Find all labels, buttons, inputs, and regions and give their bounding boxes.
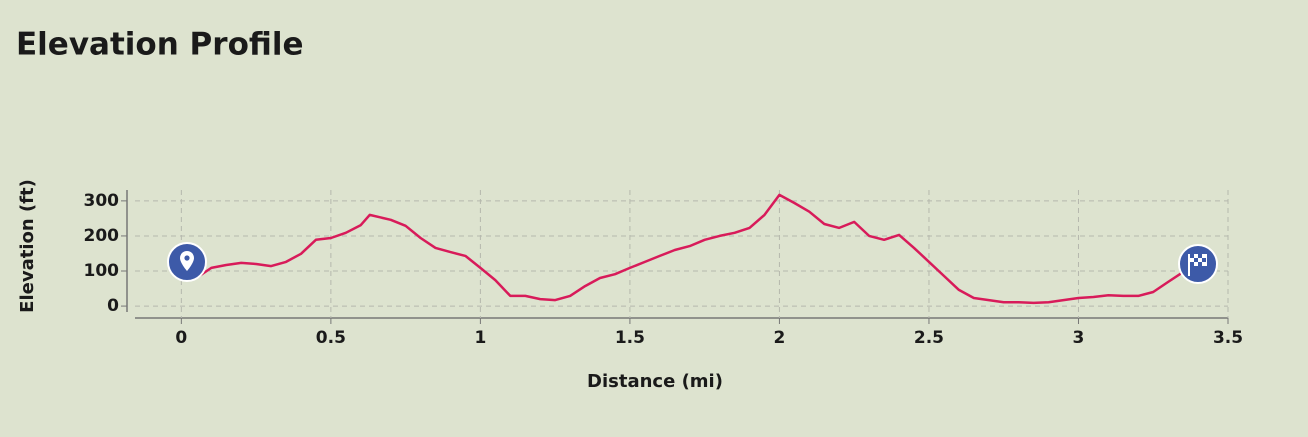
chart-title: Elevation Profile xyxy=(16,27,304,63)
x-tick-label: 1 xyxy=(474,328,486,348)
x-tick-label: 2.5 xyxy=(914,328,944,348)
y-tick-label: 100 xyxy=(84,261,120,281)
x-tick-label: 1.5 xyxy=(615,328,645,348)
y-tick-label: 0 xyxy=(107,296,119,316)
x-axis-label: Distance (mi) xyxy=(587,371,723,392)
x-tick-label: 0 xyxy=(175,328,187,348)
finish-marker xyxy=(1178,244,1218,284)
x-tick-label: 0.5 xyxy=(316,328,346,348)
x-tick-label: 2 xyxy=(774,328,786,348)
y-tick-label: 200 xyxy=(84,226,120,246)
x-tick-label: 3 xyxy=(1073,328,1085,348)
y-tick-label: 300 xyxy=(84,191,120,211)
elevation-line xyxy=(195,193,1193,305)
x-tick-label: 3.5 xyxy=(1213,328,1243,348)
start-marker xyxy=(167,242,207,282)
y-axis-label: Elevation (ft) xyxy=(17,179,38,313)
